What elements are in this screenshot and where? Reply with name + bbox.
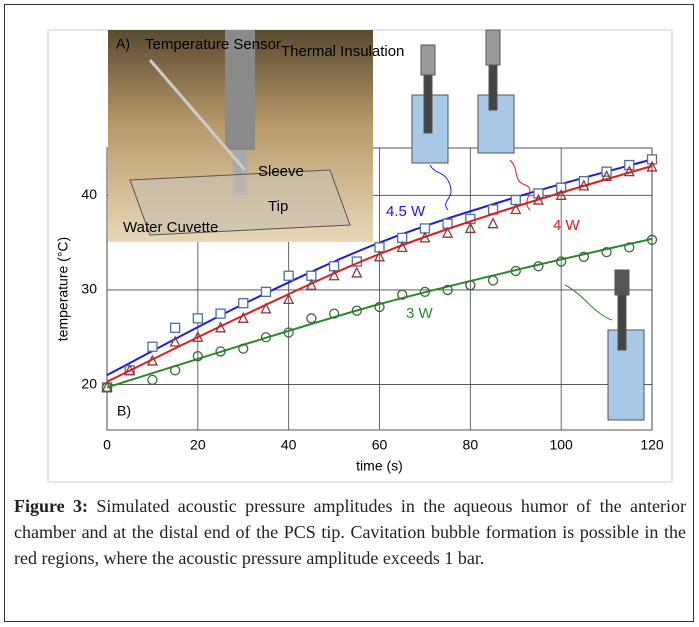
marker <box>601 246 612 258</box>
series-label: 4 W <box>553 217 581 234</box>
photo-label: Tip <box>268 198 288 215</box>
marker <box>465 280 476 291</box>
marker <box>601 169 613 182</box>
marker <box>351 266 363 278</box>
x-tick-label: 60 <box>372 437 388 453</box>
probe <box>225 30 255 150</box>
marker <box>215 308 226 319</box>
marker <box>419 231 431 243</box>
marker <box>305 278 317 290</box>
marker <box>624 242 635 253</box>
photo-label: Water Cuvette <box>123 219 218 236</box>
marker <box>238 343 249 354</box>
marker <box>532 193 545 205</box>
marker <box>237 311 249 323</box>
marker <box>556 256 567 267</box>
marker <box>646 160 658 172</box>
panel-label: B) <box>117 403 131 419</box>
marker <box>146 354 158 366</box>
marker <box>169 335 181 347</box>
marker <box>283 292 295 305</box>
marker <box>147 341 158 352</box>
marker <box>351 305 362 316</box>
marker <box>510 265 521 277</box>
marker <box>397 289 408 300</box>
marker <box>192 330 204 342</box>
y-tick-label: 20 <box>81 375 97 391</box>
caption: Figure 3: Simulated acoustic pressure am… <box>14 493 686 571</box>
marker <box>283 327 294 338</box>
x-axis-label: time (s) <box>356 458 403 474</box>
marker <box>578 179 590 191</box>
marker <box>373 250 386 262</box>
marker <box>533 261 544 272</box>
marker <box>260 332 272 343</box>
y-axis-label: temperature (°C) <box>55 237 71 341</box>
schematic <box>411 29 645 421</box>
y-tick-label: 30 <box>81 281 97 297</box>
chart: 0 20 40 60 80 100 120 20 30 40 time (s) temperature… <box>47 29 673 483</box>
photo-label: Sleeve <box>258 163 304 180</box>
marker <box>623 165 635 177</box>
marker <box>374 301 385 313</box>
x-tick-label: 120 <box>640 437 664 453</box>
marker <box>192 313 203 324</box>
marker <box>214 321 227 333</box>
marker <box>238 298 249 309</box>
marker <box>283 270 294 281</box>
marker <box>169 322 181 333</box>
marker <box>328 308 340 319</box>
x-tick-label: 80 <box>463 437 479 453</box>
marker <box>215 346 226 357</box>
marker <box>260 286 272 297</box>
x-tick-label: 20 <box>190 437 206 453</box>
marker <box>124 363 136 376</box>
x-tick-label: 40 <box>281 437 297 453</box>
marker <box>464 221 476 234</box>
marker <box>419 286 431 297</box>
sensor <box>148 59 247 171</box>
marker <box>646 154 658 165</box>
marker <box>260 302 272 314</box>
marker <box>487 217 499 229</box>
marker <box>442 226 454 238</box>
figure-frame <box>4 4 694 622</box>
y-tick-label: 40 <box>81 186 97 202</box>
marker <box>555 188 567 200</box>
marker <box>169 365 181 376</box>
marker <box>147 374 158 385</box>
marker <box>442 284 453 296</box>
series-label: 3 W <box>406 305 434 322</box>
marker <box>624 159 635 171</box>
caption-label: Figure 3: <box>14 496 89 516</box>
x-tick-label: 100 <box>549 437 573 453</box>
marker <box>646 234 658 245</box>
marker <box>192 351 203 362</box>
photo-inset: A) Temperature Sensor Thermal Insulation… <box>108 30 404 242</box>
series-label: 4.5 W <box>386 203 426 220</box>
marker <box>510 203 522 215</box>
marker <box>533 188 544 199</box>
marker <box>487 275 499 286</box>
marker <box>101 382 113 393</box>
marker <box>328 269 340 281</box>
fit-line <box>106 237 653 389</box>
connector <box>509 159 531 211</box>
connector <box>429 164 452 211</box>
marker <box>578 251 590 262</box>
marker <box>396 240 408 253</box>
photo-label: Temperature Sensor <box>145 36 281 53</box>
photo-panel-label: A) <box>116 36 130 52</box>
connector <box>564 284 613 321</box>
marker <box>306 313 317 324</box>
photo-label: Thermal Insulation <box>281 43 404 60</box>
caption-text: Simulated acoustic pressure amplitudes i… <box>14 496 686 568</box>
x-tick-label: 0 <box>103 437 111 453</box>
cuvette <box>129 169 351 236</box>
